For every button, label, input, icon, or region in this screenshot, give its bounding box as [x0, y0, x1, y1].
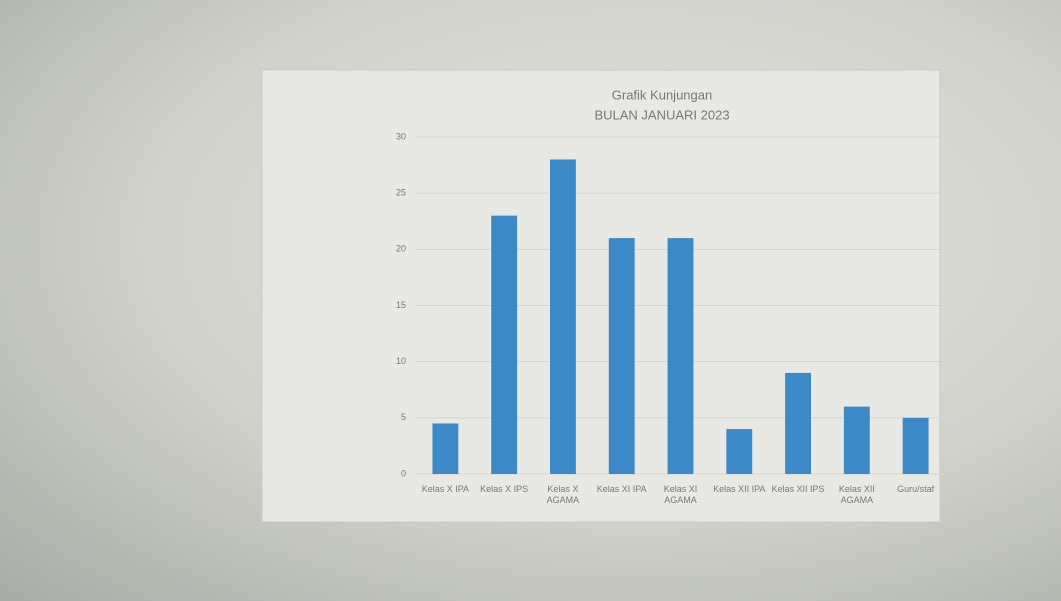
- bar: [902, 417, 929, 474]
- bar: [726, 429, 753, 474]
- bar: [491, 215, 518, 474]
- y-tick-label: 5: [401, 412, 406, 422]
- x-tick-label: Kelas XII IPA: [713, 484, 766, 494]
- bar: [843, 406, 870, 474]
- y-tick-label: 20: [396, 244, 406, 254]
- chart-area: [261, 69, 941, 523]
- chart-subtitle: BULAN JANUARI 2023: [594, 107, 729, 122]
- x-tick-label: Kelas XII IPS: [771, 484, 825, 494]
- y-tick-label: 30: [396, 131, 406, 141]
- bar: [550, 159, 576, 474]
- x-tick-label: Guru/staf: [897, 484, 935, 494]
- x-tick-label: Kelas XII AGAMA: [838, 484, 875, 505]
- x-tick-label: Kelas XI AGAMA: [663, 484, 698, 505]
- y-tick-label: 15: [396, 300, 406, 310]
- x-tick-label: Kelas X IPA: [421, 484, 470, 494]
- x-tick-label: Kelas X AGAMA: [546, 484, 580, 505]
- chart-title: Grafik Kunjungan: [612, 87, 712, 102]
- y-tick-label: 25: [396, 188, 406, 198]
- y-tick-label: 0: [401, 468, 406, 478]
- bar: [785, 372, 811, 474]
- bar: [667, 238, 694, 474]
- bar: [432, 423, 459, 474]
- bar: [608, 238, 635, 474]
- x-tick-label: Kelas XI IPA: [596, 484, 647, 494]
- y-tick-label: 10: [396, 356, 406, 366]
- x-tick-label: Kelas X IPS: [480, 484, 529, 494]
